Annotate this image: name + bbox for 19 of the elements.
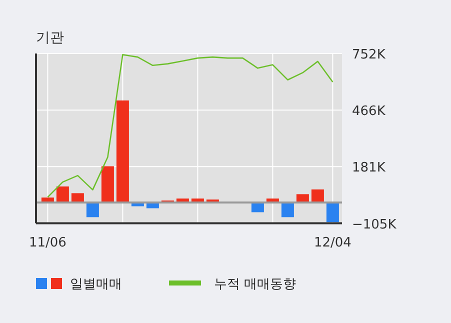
legend-label: 누적 매매동향	[214, 277, 296, 292]
chart-title: 기관	[36, 30, 64, 46]
x-tick-label: 11/06	[28, 235, 66, 250]
y-tick-label: 466K	[352, 104, 386, 120]
x-tick-label: 12/04	[314, 235, 352, 250]
legend-item: 일별매매	[36, 277, 122, 292]
legend-item: 누적 매매동향	[169, 277, 296, 292]
bar	[101, 166, 114, 202]
bar	[116, 100, 129, 202]
y-tick-label: 752K	[352, 48, 386, 62]
legend-label: 일별매매	[70, 277, 122, 292]
bar	[56, 186, 69, 202]
line-series	[47, 54, 334, 198]
bar	[311, 189, 324, 202]
bar	[326, 202, 339, 222]
bar	[281, 202, 294, 218]
bar	[86, 202, 99, 218]
y-tick-label: −105K	[352, 217, 397, 232]
y-tick-label: 181K	[352, 160, 386, 176]
